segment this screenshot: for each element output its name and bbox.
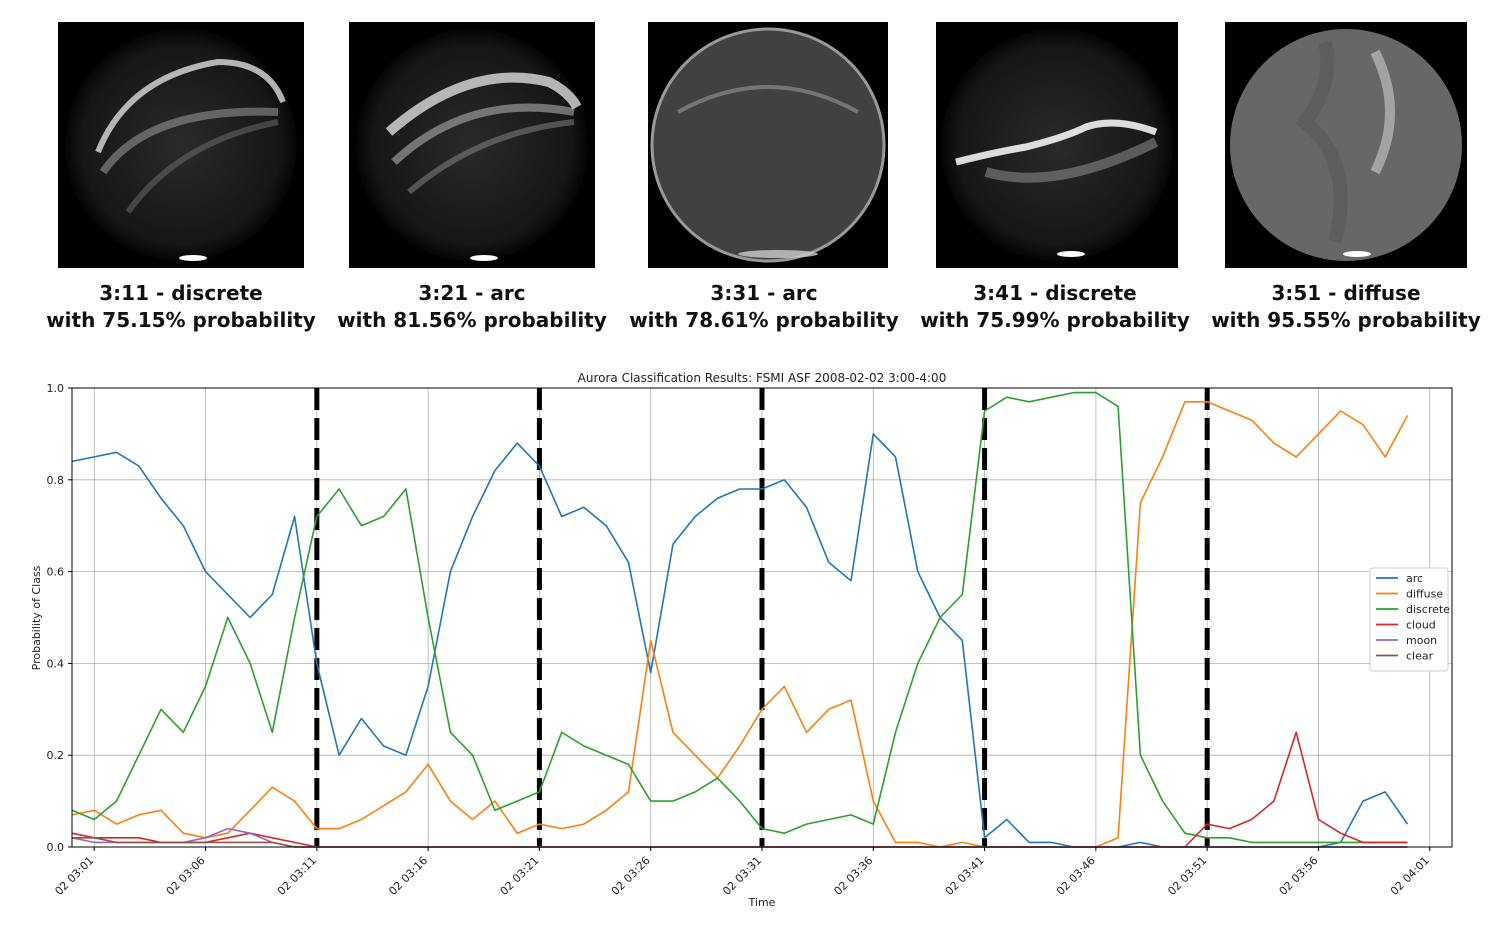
- x-tick-label: 02 03:36: [831, 854, 875, 898]
- sky-image-3: [648, 22, 888, 268]
- x-tick-label: 02 03:31: [720, 854, 764, 898]
- series-line-discrete: [71, 391, 1408, 844]
- y-tick-label: 0.2: [47, 749, 65, 762]
- legend-label: diffuse: [1406, 588, 1443, 601]
- y-tick-label: 0.0: [47, 841, 65, 854]
- legend-label: discrete: [1406, 603, 1450, 616]
- panel-caption-probability: with 75.15% probability: [46, 308, 316, 332]
- y-tick-label: 0.4: [47, 657, 65, 670]
- y-tick-label: 0.6: [47, 566, 65, 579]
- panel-caption-2: 3:21 - arc with 81.56% probability: [322, 280, 622, 334]
- panel-caption-probability: with 78.61% probability: [629, 308, 899, 332]
- x-tick-label: 02 03:16: [386, 854, 430, 898]
- legend-label: arc: [1406, 572, 1423, 585]
- y-tick-label: 1.0: [47, 382, 65, 395]
- panel-caption-5: 3:51 - diffuse with 95.55% probability: [1196, 280, 1496, 334]
- panel-caption-time: 3:11 - discrete: [99, 281, 263, 305]
- x-tick-label: 02 03:46: [1054, 854, 1098, 898]
- panel-caption-time: 3:31 - arc: [710, 281, 818, 305]
- panel-caption-time: 3:21 - arc: [418, 281, 526, 305]
- x-tick-label: 02 03:41: [943, 854, 987, 898]
- legend-label: moon: [1406, 634, 1437, 647]
- y-axis-label: Probability of Class: [30, 565, 43, 670]
- series-line-diffuse: [71, 400, 1409, 848]
- x-tick-label: 02 03:26: [609, 854, 653, 898]
- x-tick-label: 02 03:51: [1165, 854, 1209, 898]
- panel-caption-probability: with 95.55% probability: [1211, 308, 1481, 332]
- x-axis-label: Time: [748, 896, 776, 909]
- legend-label: cloud: [1406, 619, 1436, 632]
- panel-caption-time: 3:41 - discrete: [973, 281, 1137, 305]
- x-tick-label: 02 03:01: [52, 854, 96, 898]
- x-tick-label: 02 03:21: [498, 854, 542, 898]
- sky-image-1: [58, 22, 304, 268]
- sky-image-5: [1225, 22, 1467, 268]
- panel-caption-probability: with 75.99% probability: [920, 308, 1190, 332]
- panel-caption-time: 3:51 - diffuse: [1271, 281, 1421, 305]
- x-tick-label: 02 03:11: [275, 854, 319, 898]
- x-tick-label: 02 04:01: [1388, 854, 1432, 898]
- classification-chart: Aurora Classification Results: FSMI ASF …: [30, 371, 1453, 909]
- x-tick-label: 02 03:56: [1277, 854, 1321, 898]
- panel-caption-1: 3:11 - discrete with 75.15% probability: [31, 280, 331, 334]
- sky-image-2: [349, 22, 595, 268]
- y-tick-label: 0.8: [47, 474, 65, 487]
- chart-title: Aurora Classification Results: FSMI ASF …: [578, 371, 947, 385]
- sky-image-4: [936, 22, 1178, 268]
- panel-caption-probability: with 81.56% probability: [337, 308, 607, 332]
- legend-label: clear: [1406, 650, 1434, 663]
- panel-caption-4: 3:41 - discrete with 75.99% probability: [905, 280, 1205, 334]
- panel-caption-3: 3:31 - arc with 78.61% probability: [614, 280, 914, 334]
- x-tick-label: 02 03:06: [164, 854, 208, 898]
